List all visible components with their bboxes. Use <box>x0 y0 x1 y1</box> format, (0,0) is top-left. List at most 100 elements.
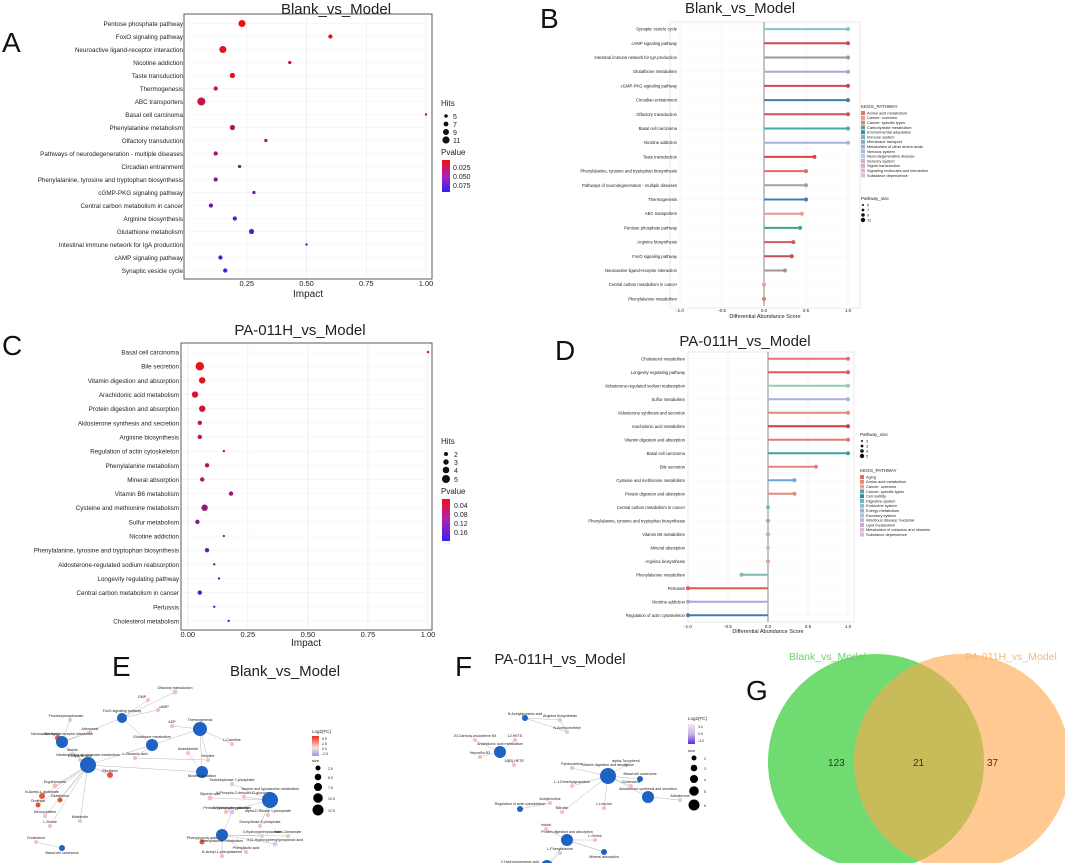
network-node-label: N-Acetyl-L-glutamate <box>25 790 59 794</box>
network-node <box>570 766 574 770</box>
legend-label: Substance dependence <box>867 173 908 178</box>
data-point <box>229 124 236 131</box>
size-key-3 <box>443 129 449 135</box>
network-node <box>560 810 564 814</box>
network-node-label: L-1-Dimethylguanidine <box>554 780 590 784</box>
size-key-1 <box>444 452 448 456</box>
panel-label-b: B <box>540 3 559 34</box>
colorbar-a-tick-1: 0.025 <box>453 165 471 172</box>
data-point <box>199 377 206 384</box>
network-node-label: Thermogenesis <box>188 718 213 722</box>
network-node <box>548 801 552 805</box>
network-node-label: cAMP <box>159 705 169 709</box>
lollipop-head <box>846 55 850 60</box>
network-node-label: Pentose phosphate pathway <box>203 806 249 810</box>
network-node-label: Ergothioneine <box>44 780 66 784</box>
category-label: Basal cell carcinoma <box>125 112 183 119</box>
lollipop-head <box>766 559 770 564</box>
legend-swatch <box>861 125 865 130</box>
category-label: Central carbon metabolism in cancer <box>76 590 179 597</box>
network-node <box>78 819 82 823</box>
category-label: Thermogenesis <box>648 197 677 202</box>
network-node <box>512 763 516 767</box>
network-node <box>56 736 68 748</box>
size-legend-label: 2 <box>866 439 868 444</box>
colorbar-c-tick-4: 0.16 <box>454 530 468 537</box>
panel-a-category-labels: Pentose phosphate pathway FoxO signaling … <box>38 21 184 275</box>
network-node <box>170 724 174 728</box>
panel-c-size-legend-title: Hits <box>441 437 455 446</box>
category-label: Intestinal immune network for IgA produc… <box>594 55 677 60</box>
lollipop-head <box>846 112 850 117</box>
panel-f-legend-tick-3: -3.0 <box>698 739 704 743</box>
network-node-label: Maleimide <box>72 815 88 819</box>
data-point <box>204 463 210 468</box>
panel-e-size-legend: 2.5 5.0 7.5 10.0 12.5 <box>312 765 335 816</box>
network-node-label: 3-(2-Hydroxyphenyl)propanoic acid <box>247 838 303 842</box>
data-point <box>288 60 292 65</box>
network-edge <box>566 839 605 853</box>
lollipop-head <box>804 197 808 202</box>
panel-a-x-ticks: 0.25 0.50 0.75 1.00 <box>239 279 433 288</box>
category-label: cGMP-PKG signaling pathway <box>621 83 678 88</box>
venn-set2-label: PA-011H_vs_Model <box>965 651 1057 663</box>
lollipop-head <box>792 491 797 496</box>
panel-b-lollipops <box>762 27 850 301</box>
network-edge <box>35 841 63 849</box>
panel-d-plot-area <box>687 351 855 623</box>
legend-label: Metabolism of other amino acids <box>867 144 923 149</box>
legend-label: Amino acid metabolism <box>866 479 906 484</box>
network-node <box>478 755 482 759</box>
network-node <box>678 798 682 802</box>
network-node-label: Olfactory transduction <box>158 686 193 690</box>
network-node <box>34 840 38 844</box>
legend-label: Amino acid metabolism <box>867 110 907 115</box>
network-edge <box>61 717 123 743</box>
legend-swatch <box>861 135 865 139</box>
category-label: Circadian entrainment <box>636 98 678 103</box>
panel-e-legend-tick-1: 5.0 <box>322 737 327 741</box>
category-label: Basal cell carcinoma <box>121 350 179 357</box>
panel-f-network: N-Acetylglutamic acid Arginine biosynthes… <box>454 712 690 863</box>
lollipop-head <box>792 478 797 483</box>
panel-a-size-legend-title: Hits <box>441 99 455 108</box>
network-node <box>637 776 643 782</box>
network-node <box>206 758 210 762</box>
size-key-3-label: 7.5 <box>328 786 333 790</box>
network-node <box>70 752 74 756</box>
panel-d-xlabel: Differential Abundance Score <box>732 629 803 635</box>
panel-label-g: G <box>746 675 768 706</box>
network-node <box>216 829 228 841</box>
size-key-1-label: 2 <box>704 757 706 761</box>
lollipop-head <box>846 410 850 415</box>
network-edge <box>121 717 153 746</box>
panel-b: B Blank_vs_Model Synaptic vesicle cycle c… <box>540 0 928 320</box>
panel-e-title: Blank_vs_Model <box>230 663 340 680</box>
category-label: Sulfur metabolism <box>129 519 179 526</box>
category-label: Aldosterone synthesis and secretion <box>78 420 180 427</box>
network-node-label: L-Aspartic acid <box>68 754 92 758</box>
category-label: Basal cell carcinoma <box>647 451 686 456</box>
network-node <box>224 810 228 814</box>
network-node-label: GMP <box>138 695 147 699</box>
size-key-1-label: 2 <box>454 452 458 459</box>
network-node-label: Cholesterol <box>27 836 45 840</box>
data-point <box>238 19 246 28</box>
x-tick-label: 1.00 <box>421 630 436 639</box>
network-node-label: Nicotine <box>202 754 215 758</box>
network-node <box>522 715 528 721</box>
legend-label: Carbohydrate metabolism <box>867 125 912 130</box>
network-edge <box>87 764 203 773</box>
network-node-label: Glyceric acid <box>200 792 221 796</box>
x-tick-label: 0.0 <box>765 624 772 629</box>
panel-f-legend-tick-1: 3.0 <box>698 725 703 729</box>
legend-swatch <box>860 499 864 503</box>
network-node <box>156 708 160 712</box>
network-node <box>52 783 58 789</box>
data-point <box>197 420 203 426</box>
category-label: Central carbon metabolism in cancer <box>617 505 686 510</box>
network-node <box>48 824 52 828</box>
size-key-4 <box>442 475 450 483</box>
network-node <box>43 814 47 818</box>
